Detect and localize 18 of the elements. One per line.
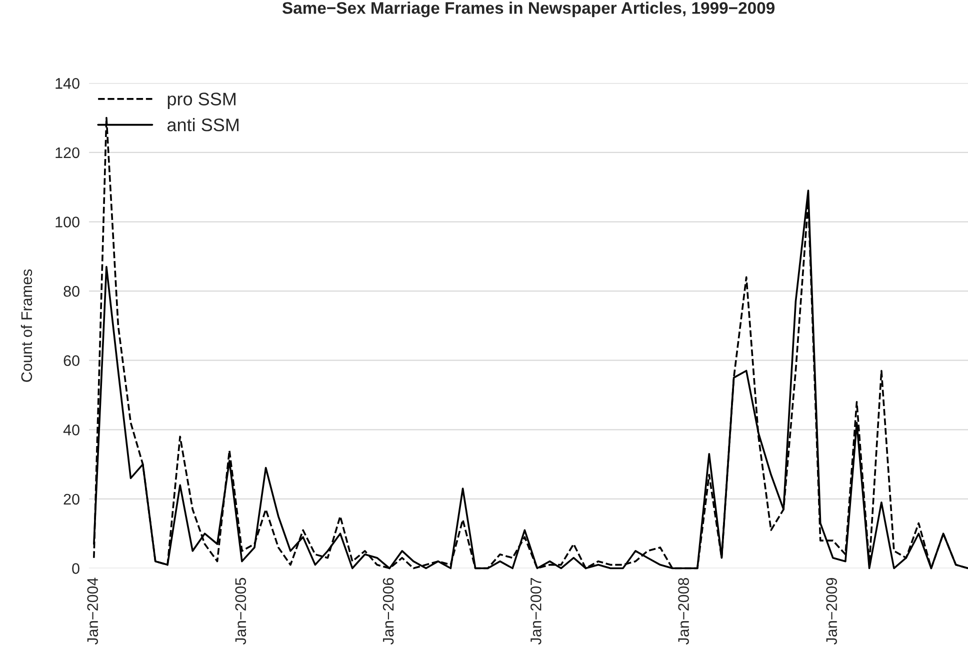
y-tick-label: 80 — [64, 286, 80, 297]
y-tick-label: 40 — [63, 424, 80, 436]
x-tick-label: Jan−2007 — [530, 578, 542, 645]
y-tick-label: 0 — [72, 563, 80, 574]
y-tick-label: 20 — [64, 494, 80, 505]
y-tick-label: 140 — [56, 78, 80, 89]
x-tick-label: Jan−2009 — [826, 578, 838, 645]
legend-label: anti SSM — [167, 118, 238, 132]
x-tick-label: Jan−2004 — [87, 578, 98, 645]
x-tick-label: Jan−2008 — [678, 578, 689, 645]
y-tick-label: 60 — [64, 355, 80, 366]
legend-label: pro SSM — [168, 92, 236, 110]
y-tick-label: 120 — [56, 147, 80, 158]
x-tick-label: Jan−2005 — [235, 578, 246, 645]
y-axis-title: Count of Frames — [20, 269, 32, 382]
y-tick-label: 100 — [56, 216, 80, 228]
chart-title: Same−Sex Marriage Frames in Newspaper Articles, 1999−2009 — [282, 2, 775, 18]
x-tick-label: Jan−2006 — [382, 578, 394, 645]
